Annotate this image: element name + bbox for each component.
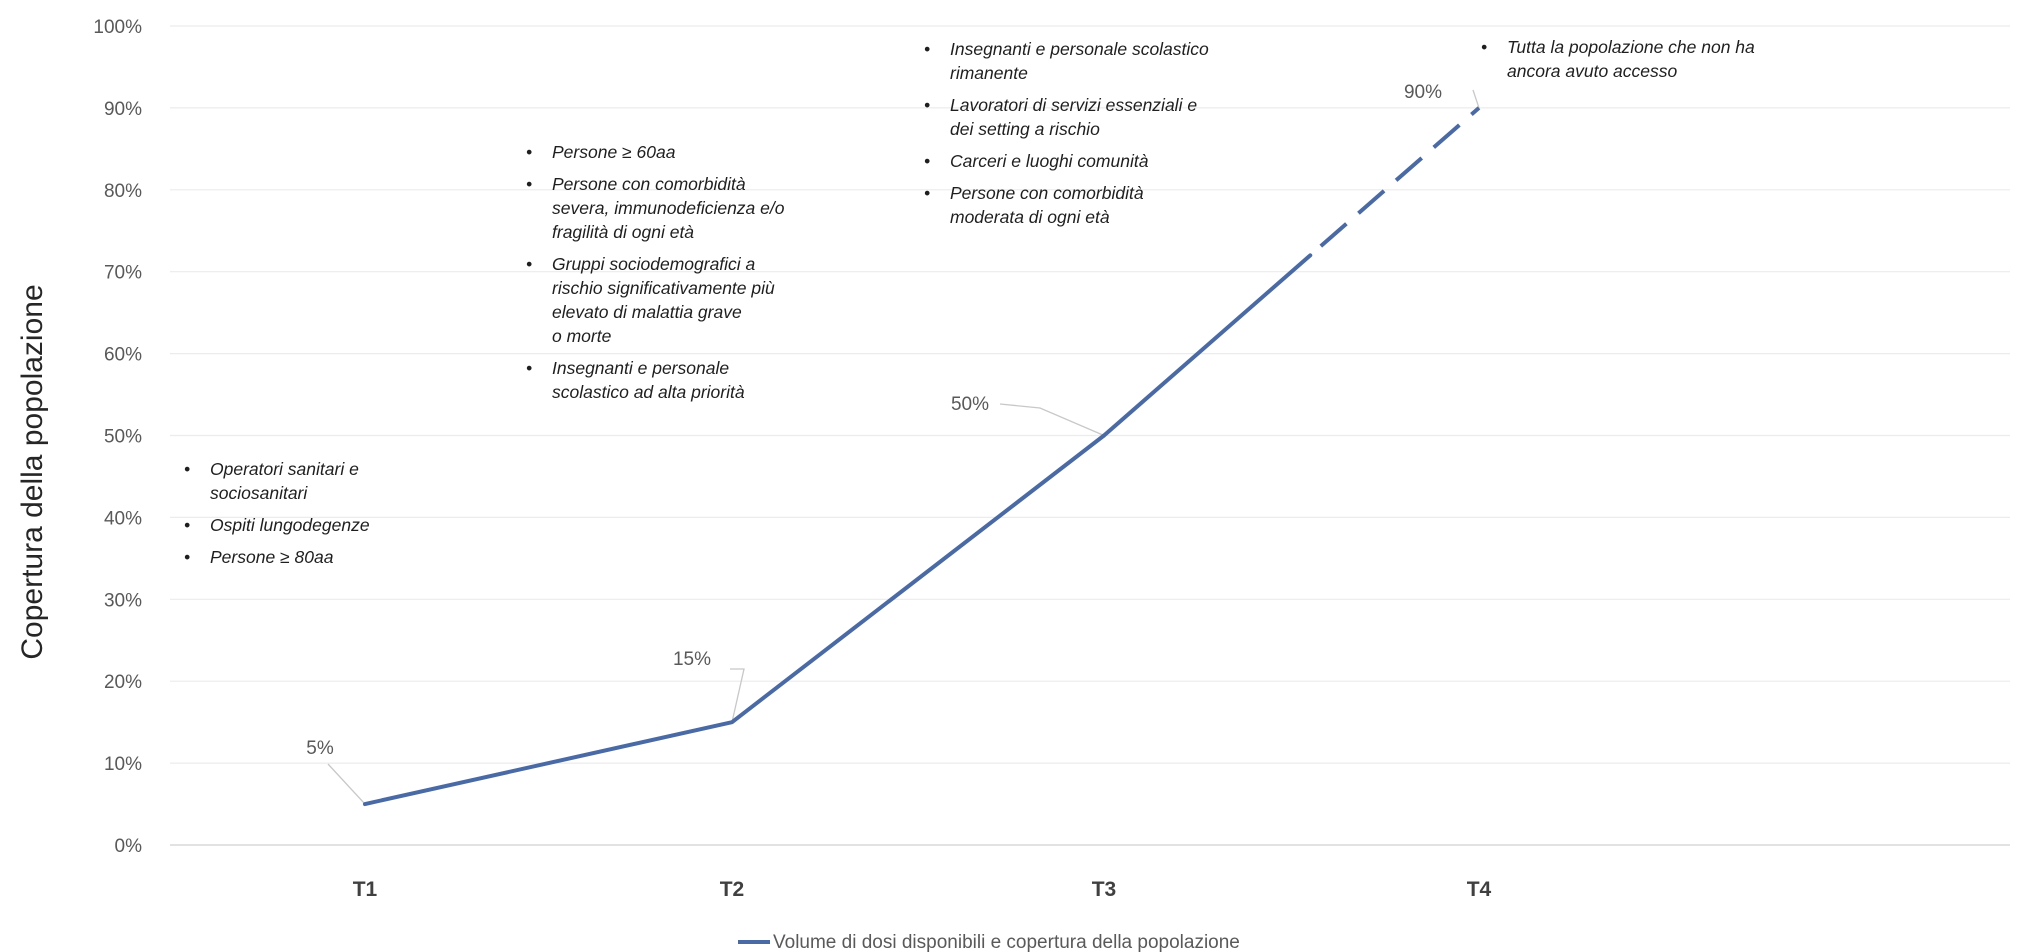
annotation-line: Persone ≥ 80aa <box>210 547 334 567</box>
bullet-icon: • <box>184 459 190 479</box>
bullet-icon: • <box>924 39 930 59</box>
annotation-line: elevato di malattia grave <box>552 302 742 322</box>
y-tick-label: 60% <box>104 345 142 366</box>
data-label-connectors <box>327 89 1480 805</box>
annotation-line: Carceri e luoghi comunità <box>950 151 1149 171</box>
y-tick-label: 30% <box>104 590 142 611</box>
y-tick-label: 20% <box>104 672 142 693</box>
annotation-line: Persone con comorbidità <box>950 183 1144 203</box>
annotation-line: Ospiti lungodegenze <box>210 515 370 535</box>
series-line-dashed-segment <box>1308 106 1481 257</box>
y-axis-ticks: 0% 10% 20% 30% 40% 50% 60% 70% 80% 90% 100% <box>93 17 142 857</box>
annotation-line: Persone con comorbidità <box>552 174 746 194</box>
y-tick-label: 70% <box>104 263 142 284</box>
x-tick-label: T3 <box>1092 878 1117 901</box>
annotation-line: o morte <box>552 326 612 346</box>
x-tick-label: T4 <box>1467 878 1492 901</box>
bullet-icon: • <box>526 174 532 194</box>
y-tick-label: 90% <box>104 99 142 120</box>
grid-lines <box>170 25 2010 846</box>
data-label: 15% <box>673 649 711 670</box>
series-line-solid <box>363 433 1106 807</box>
annotation-line: severa, immunodeficienza e/o <box>552 198 785 218</box>
annotation-line: Operatori sanitari e <box>210 459 359 479</box>
legend-label: Volume di dosi disponibili e copertura d… <box>773 932 1240 952</box>
annotation-line: Insegnanti e personale <box>552 358 729 378</box>
x-tick-label: T2 <box>720 878 745 901</box>
bullet-icon: • <box>526 358 532 378</box>
data-labels: 5% 15% 50% 90% <box>306 82 1442 759</box>
y-tick-label: 80% <box>104 181 142 202</box>
x-axis-ticks: T1 T2 T3 T4 <box>353 878 1492 901</box>
bullet-icon: • <box>526 142 532 162</box>
bullet-icon: • <box>184 547 190 567</box>
data-label-leader <box>730 668 745 723</box>
data-label: 5% <box>306 738 334 759</box>
data-label-leader <box>1472 89 1480 109</box>
y-tick-label: 100% <box>93 17 142 38</box>
data-label: 50% <box>951 394 989 415</box>
bullet-icon: • <box>924 95 930 115</box>
x-tick-label: T1 <box>353 878 378 901</box>
data-label-leader <box>327 763 366 805</box>
data-label: 90% <box>1404 82 1442 103</box>
annotation-line: dei setting a rischio <box>950 119 1100 139</box>
y-tick-label: 50% <box>104 427 142 448</box>
annotation-line: Persone ≥ 60aa <box>552 142 676 162</box>
annotation-block: • Persone ≥ 60aa • Persone con comorbidità s… <box>526 142 785 402</box>
annotation-line: ancora avuto accesso <box>1507 61 1678 81</box>
annotation-line: Insegnanti e personale scolastico <box>950 39 1209 59</box>
annotation-line: Gruppi sociodemografici a <box>552 254 756 274</box>
annotation-line: sociosanitari <box>210 483 308 503</box>
annotation-line: Tutta la popolazione che non ha <box>1507 37 1755 57</box>
y-tick-label: 10% <box>104 754 142 775</box>
annotation-line: fragilità di ogni età <box>552 222 694 242</box>
legend: Volume di dosi disponibili e copertura d… <box>738 932 1240 952</box>
annotation-line: rimanente <box>950 63 1028 83</box>
bullet-icon: • <box>924 183 930 203</box>
y-tick-label: 40% <box>104 508 142 529</box>
bullet-icon: • <box>924 151 930 171</box>
data-label-leader <box>999 403 1105 437</box>
annotation-block: • Insegnanti e personale scolastico rimane… <box>924 39 1209 227</box>
bullet-icon: • <box>526 254 532 274</box>
y-axis-title: Copertura della popolazione <box>16 284 49 659</box>
series-line <box>363 106 1481 807</box>
bullet-icon: • <box>184 515 190 535</box>
y-tick-label: 0% <box>115 836 143 857</box>
bullet-icon: • <box>1481 37 1487 57</box>
annotation-block: • Operatori sanitari e sociosanitari • Ospit… <box>184 459 370 567</box>
annotation-block: • Tutta la popolazione che non ha ancora a… <box>1481 37 1755 81</box>
annotation-line: moderata di ogni età <box>950 207 1110 227</box>
annotation-line: scolastico ad alta priorità <box>552 382 745 402</box>
annotation-line: Lavoratori di servizi essenziali e <box>950 95 1197 115</box>
annotations: • Operatori sanitari e sociosanitari • Ospit… <box>184 37 1755 567</box>
series-line-segment <box>1102 253 1313 438</box>
annotation-line: rischio significativamente più <box>552 278 775 298</box>
